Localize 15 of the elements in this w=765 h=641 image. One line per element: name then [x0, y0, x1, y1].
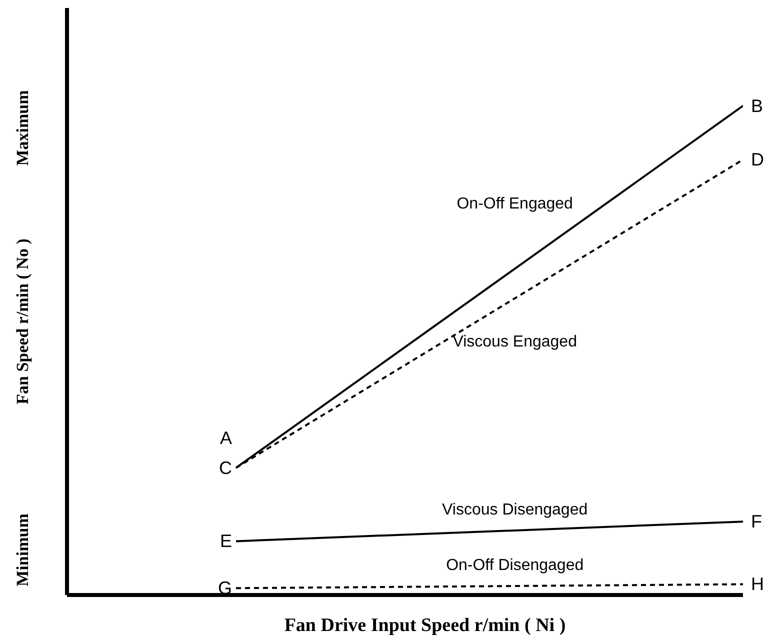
series-label: On-Off Engaged — [456, 196, 573, 213]
text: H — [751, 574, 764, 594]
series-label: Viscous Engaged — [452, 333, 577, 350]
annotation: C — [219, 458, 232, 478]
text: D — [751, 150, 764, 170]
x-axis-title: Fan Drive Input Speed r/min ( Ni ) — [284, 615, 566, 636]
annotation: A — [220, 428, 232, 448]
series-label: Viscous Disengaged — [442, 501, 588, 518]
text: B — [751, 96, 764, 116]
text: Maximum — [13, 90, 32, 166]
text: Minimum — [13, 514, 32, 586]
annotation: E — [220, 531, 232, 552]
y-axis-title: Fan Speed r/min ( No ) — [13, 238, 32, 404]
text: F — [751, 512, 762, 532]
series-label: On-Off Disengaged — [446, 557, 584, 574]
